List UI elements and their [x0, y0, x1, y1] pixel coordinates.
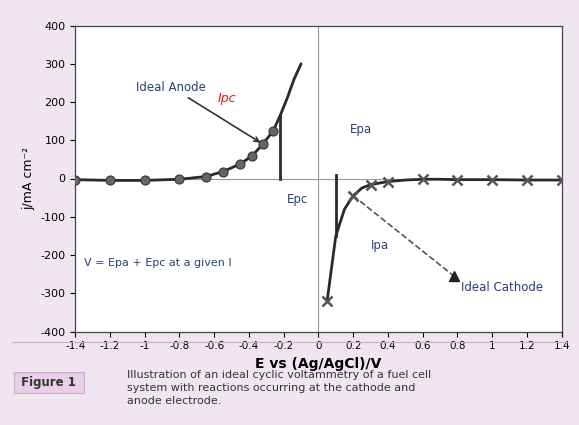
Text: Ideal Anode: Ideal Anode [136, 80, 259, 142]
Text: Figure 1: Figure 1 [17, 376, 80, 389]
Text: Ideal Cathode: Ideal Cathode [461, 281, 543, 295]
Text: Ipa: Ipa [371, 239, 389, 252]
Text: Epa: Epa [350, 122, 372, 136]
X-axis label: E vs (Ag/AgCl)/V: E vs (Ag/AgCl)/V [255, 357, 382, 371]
Text: Ipc: Ipc [218, 92, 236, 105]
Y-axis label: j/mA cm⁻²: j/mA cm⁻² [22, 147, 35, 210]
Text: Epc: Epc [287, 193, 309, 207]
Text: Illustration of an ideal cyclic voltammetry of a fuel cell
system with reactions: Illustration of an ideal cyclic voltamme… [127, 370, 431, 406]
Text: V = Epa + Epc at a given I: V = Epa + Epc at a given I [84, 258, 232, 269]
